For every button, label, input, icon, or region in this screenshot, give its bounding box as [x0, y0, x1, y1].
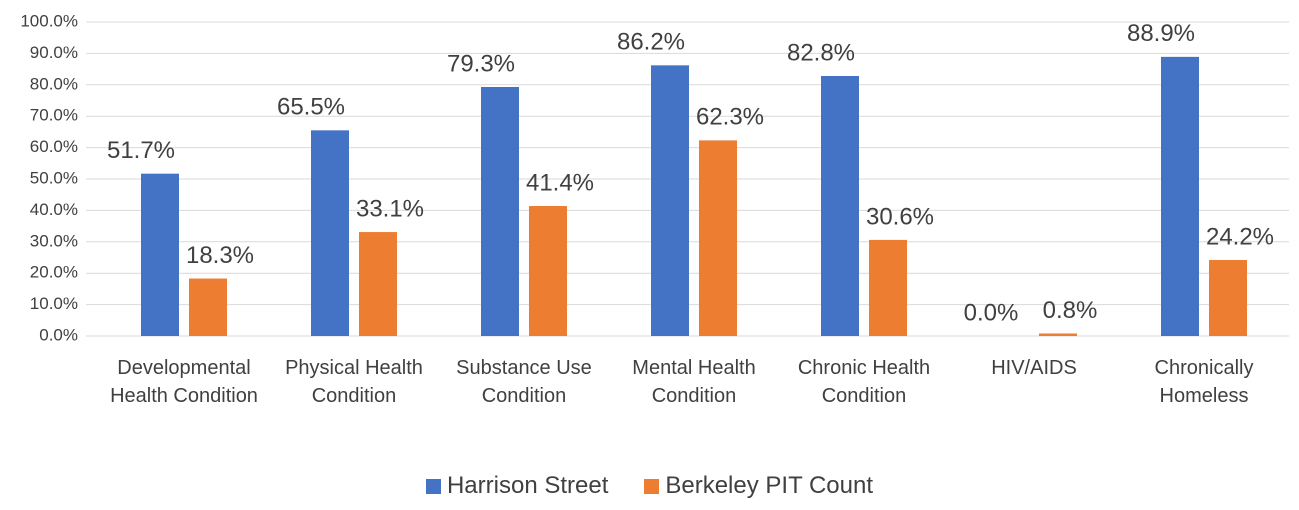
bar: [651, 65, 689, 336]
x-tick-label: Developmental Health Condition: [110, 357, 258, 407]
bar: [311, 130, 349, 336]
data-label: 62.3%: [696, 104, 764, 131]
x-tick-label: Mental Health Condition: [632, 357, 756, 407]
legend-label: Berkeley PIT Count: [665, 472, 874, 499]
x-tick-label: Chronically Homeless: [1154, 357, 1254, 407]
data-label: 30.6%: [866, 203, 934, 230]
bar: [1209, 260, 1247, 336]
legend-entry: Harrison Street: [425, 472, 609, 500]
bar: [1161, 56, 1199, 336]
data-label: 33.1%: [356, 195, 424, 222]
bar: [1039, 333, 1077, 336]
data-label: 82.8%: [787, 39, 855, 66]
bar: [529, 206, 567, 336]
x-tick-label: Chronic Health Condition: [797, 357, 931, 407]
x-tick-label: Physical Health Condition: [285, 357, 423, 407]
data-label: 41.4%: [526, 169, 594, 196]
y-tick-label: 30.0%: [30, 231, 78, 250]
y-tick-label: 60.0%: [30, 137, 78, 156]
data-label: 51.7%: [107, 137, 175, 164]
y-tick-label: 100.0%: [20, 11, 78, 30]
x-tick-label: Substance Use Condition: [456, 357, 592, 407]
data-label: 88.9%: [1127, 20, 1195, 47]
y-tick-label: 40.0%: [30, 200, 78, 219]
bar: [141, 173, 179, 336]
data-label: 0.0%: [964, 299, 1019, 326]
bar: [869, 239, 907, 336]
data-label: 18.3%: [186, 242, 254, 269]
legend-swatch: [644, 478, 660, 494]
y-tick-label: 50.0%: [30, 168, 78, 187]
y-tick-label: 70.0%: [30, 106, 78, 125]
y-tick-label: 90.0%: [30, 43, 78, 62]
y-tick-label: 20.0%: [30, 263, 78, 282]
bar: [821, 76, 859, 337]
legend-label: Harrison Street: [446, 472, 609, 499]
data-label: 79.3%: [447, 50, 515, 77]
x-tick-label: HIV/AIDS: [991, 357, 1077, 379]
legend-entry: Berkeley PIT Count: [644, 472, 873, 500]
y-tick-label: 0.0%: [39, 325, 78, 344]
y-tick-label: 10.0%: [30, 294, 78, 313]
data-label: 65.5%: [277, 94, 345, 121]
legend: Harrison Street Berkeley PIT Count: [0, 472, 1299, 500]
bar: [699, 140, 737, 336]
bar: [189, 278, 227, 336]
bar: [359, 232, 397, 336]
data-label: 86.2%: [617, 29, 685, 56]
legend-swatch: [425, 478, 441, 494]
bar: [481, 86, 519, 336]
y-tick-label: 80.0%: [30, 74, 78, 93]
data-label: 0.8%: [1043, 297, 1098, 324]
data-label: 24.2%: [1206, 223, 1274, 250]
